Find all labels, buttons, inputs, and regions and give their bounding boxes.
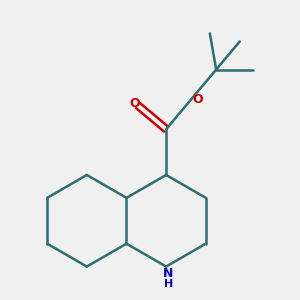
Text: N: N [163, 267, 174, 280]
Text: H: H [164, 279, 173, 289]
Text: O: O [193, 93, 203, 106]
Text: O: O [129, 97, 140, 110]
